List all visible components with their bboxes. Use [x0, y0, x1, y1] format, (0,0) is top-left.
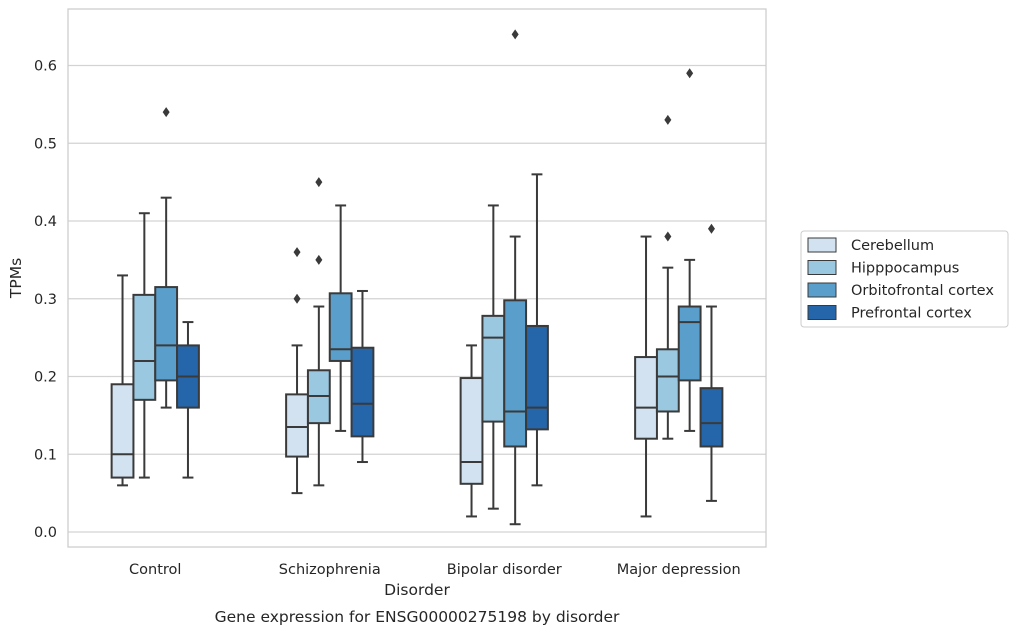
x-tick-label: Bipolar disorder — [447, 562, 562, 578]
box-1-1 — [110, 274, 135, 487]
outlier-point — [707, 223, 715, 234]
figure-caption: Gene expression for ENSG00000275198 by d… — [215, 608, 620, 626]
outlier-point — [293, 293, 301, 304]
box-2-4 — [655, 114, 680, 440]
box-1-3 — [459, 344, 484, 518]
legend-swatch — [807, 282, 837, 298]
box-body — [350, 346, 375, 438]
legend-label: Hipppocampus — [851, 261, 959, 277]
y-tick-label: 0.0 — [34, 525, 57, 541]
box-body — [481, 314, 506, 423]
box-body — [459, 377, 484, 485]
box-3-1 — [154, 107, 179, 409]
box-body — [132, 293, 157, 401]
y-tick-label: 0.2 — [34, 370, 57, 386]
outlier-point — [162, 107, 170, 118]
box-4-3 — [525, 173, 549, 487]
legend-label: Prefrontal cortex — [851, 306, 972, 322]
outlier-point — [315, 177, 323, 188]
box-2-2 — [306, 177, 331, 487]
outlier-point — [293, 247, 301, 258]
box-body — [503, 299, 528, 448]
x-tick-label: Major depression — [617, 562, 741, 578]
outlier-point — [315, 254, 323, 265]
box-4-1 — [176, 321, 200, 479]
box-2-1 — [132, 212, 157, 479]
y-tick-label: 0.6 — [34, 59, 57, 75]
outlier-point — [511, 29, 519, 40]
box-body — [110, 383, 135, 479]
box-body — [677, 305, 702, 382]
box-1-2 — [285, 247, 309, 495]
plot-frame — [67, 8, 767, 548]
y-tick-label: 0.3 — [34, 292, 57, 308]
box-body — [699, 387, 724, 448]
legend-label: Orbitofrontal cortex — [851, 283, 994, 299]
x-tick-label: Schizophrenia — [279, 562, 381, 578]
plot-area — [68, 9, 766, 547]
box-body — [525, 324, 549, 431]
box-4-2 — [350, 289, 375, 464]
legend: Cerebellum Hipppocampus Orbitofrontal cort… — [800, 230, 1009, 328]
y-tick-labels: 0.0 0.1 0.2 0.3 0.4 0.5 0.6 — [34, 59, 57, 542]
box-4-4 — [699, 223, 724, 502]
box-body — [154, 286, 179, 382]
y-tick-label: 0.1 — [34, 447, 57, 463]
box-3-4 — [677, 68, 702, 432]
legend-frame — [800, 230, 1009, 328]
x-tick-labels: Control Schizophrenia Bipolar disorder Majo… — [129, 562, 741, 578]
box-body — [634, 356, 658, 440]
y-tick-label: 0.4 — [34, 214, 57, 230]
y-axis-title: TPMs — [7, 258, 25, 299]
x-axis-title: Disorder — [384, 581, 450, 599]
box-3-2 — [328, 204, 353, 432]
box-body — [285, 393, 309, 458]
box-body — [328, 292, 353, 362]
outlier-point — [664, 114, 672, 125]
boxes — [110, 29, 724, 526]
legend-swatch — [807, 305, 837, 320]
legend-swatch — [807, 260, 837, 275]
box-body — [655, 348, 680, 413]
legend-swatch — [807, 237, 837, 253]
y-tick-label: 0.5 — [34, 136, 57, 152]
outlier-point — [686, 68, 694, 79]
x-tick-label: Control — [129, 562, 181, 578]
outlier-point — [664, 231, 672, 242]
legend-label: Cerebellum — [851, 238, 934, 254]
